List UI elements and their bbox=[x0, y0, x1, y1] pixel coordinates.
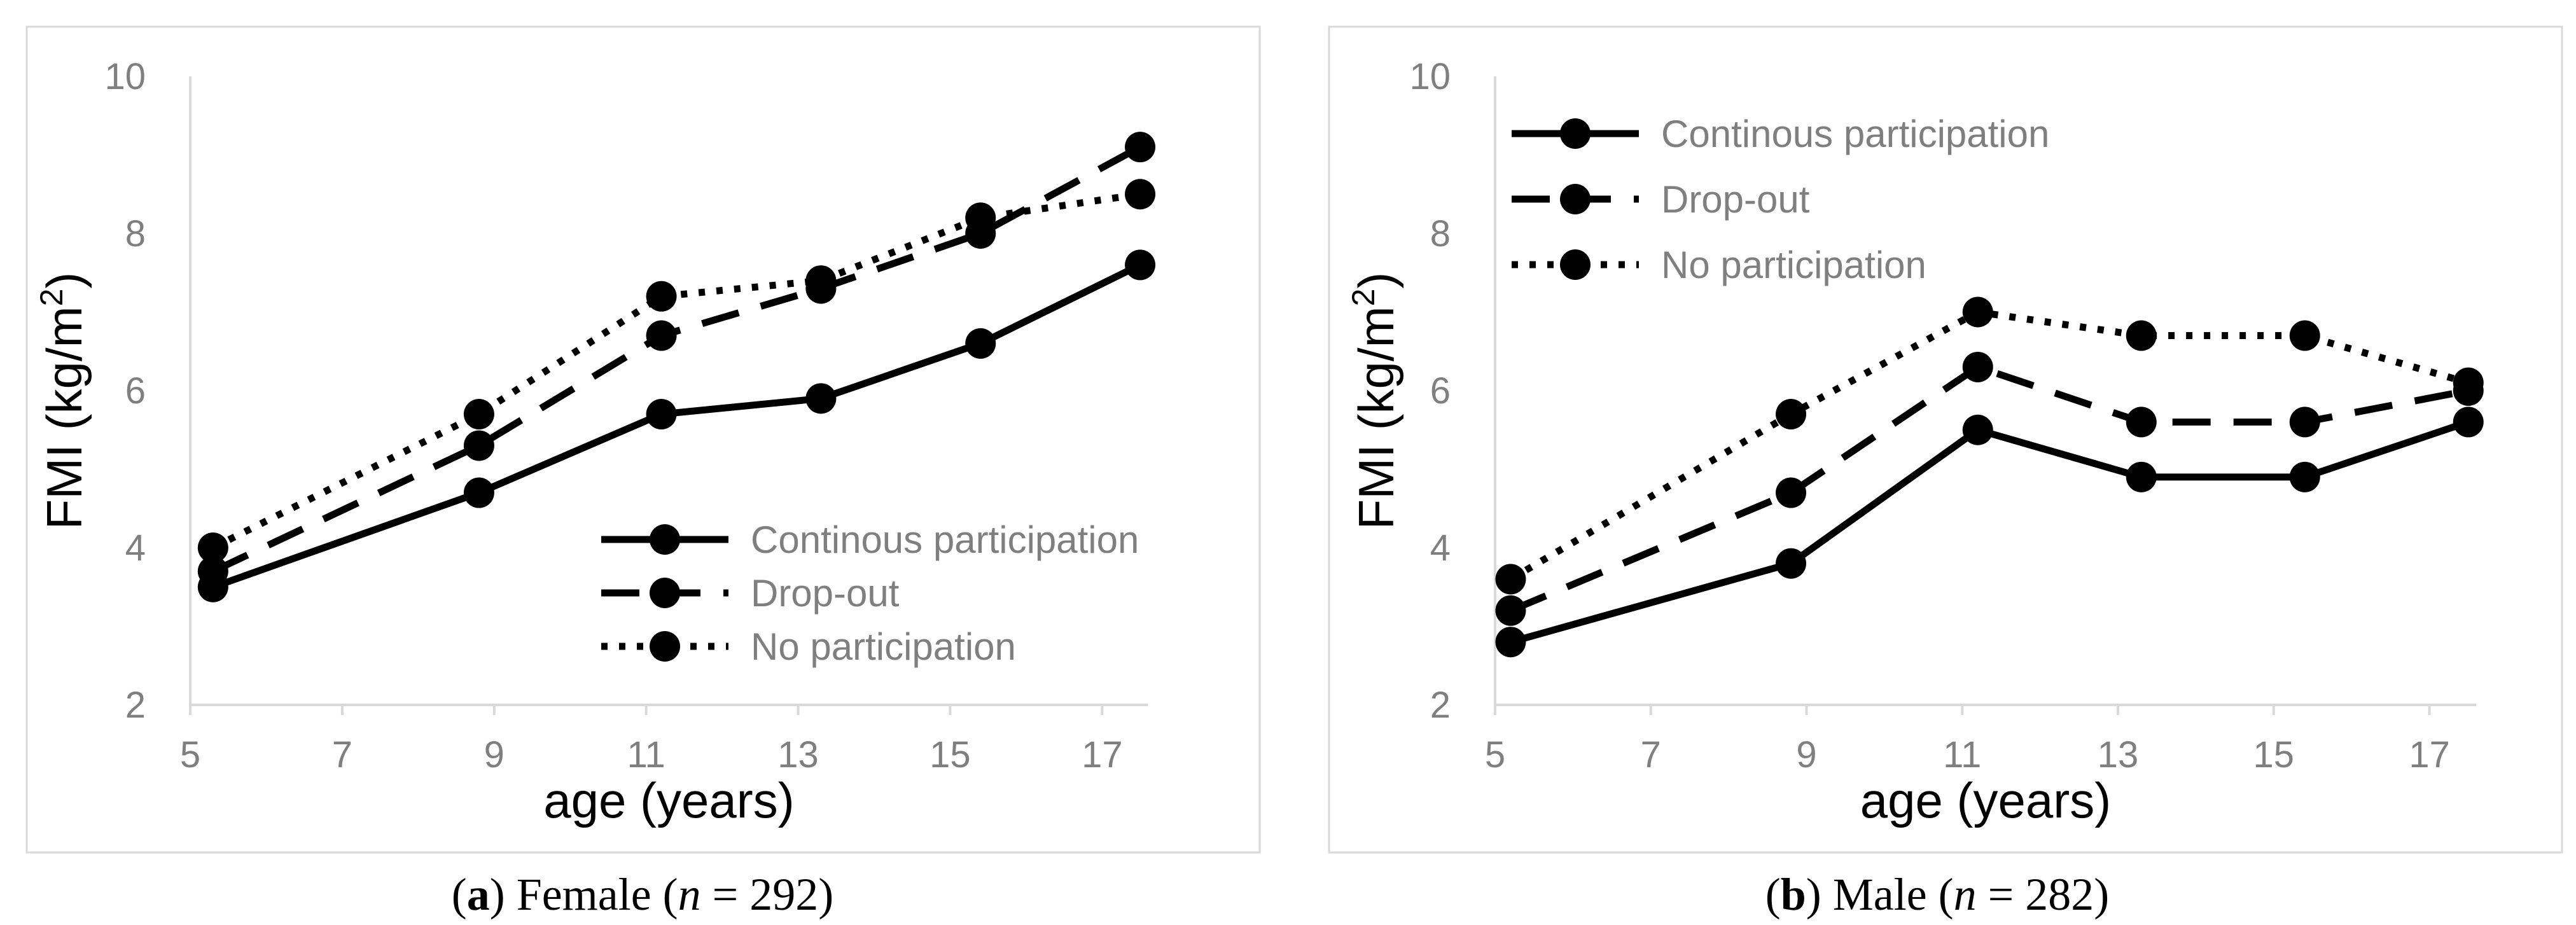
panel-b-point-dashed bbox=[1495, 595, 1526, 626]
panel-b-frame bbox=[1328, 25, 2563, 854]
panel-b-y-tick-label: 4 bbox=[1430, 527, 1451, 569]
panel-b-point-dotted bbox=[2453, 367, 2484, 398]
panel-a-frame bbox=[25, 25, 1261, 854]
panel-b-point-solid bbox=[2126, 461, 2157, 492]
panel-a-x-tick-label: 13 bbox=[777, 734, 819, 775]
panel-b-x-tick-label: 15 bbox=[2253, 734, 2295, 775]
panel-b-x-tick-label: 11 bbox=[1943, 734, 1981, 775]
panel-a-x-tick-label: 9 bbox=[484, 734, 505, 775]
panel-b-point-dotted bbox=[2126, 320, 2157, 351]
panel-b-x-tick-label: 13 bbox=[2098, 734, 2139, 775]
panel-a-line-dashed bbox=[211, 144, 1142, 575]
panel-a-point-dotted bbox=[805, 265, 837, 296]
panel-b-point-dashed bbox=[1776, 477, 1807, 508]
panel-a-legend-label: No participation bbox=[751, 625, 1016, 668]
panel-b-legend: Continous participation Drop-out No partic… bbox=[1512, 113, 2049, 286]
panel-b-line-solid bbox=[1509, 419, 2470, 646]
panel-b-y-tick-label: 10 bbox=[1409, 56, 1451, 97]
panel-b-series-dashed bbox=[1495, 351, 2484, 626]
panel-a-point-dotted bbox=[646, 281, 677, 312]
panel-b-y-tick-label: 6 bbox=[1430, 370, 1451, 412]
panel-a-legend-label: Drop-out bbox=[751, 572, 900, 615]
panel-a-point-dashed bbox=[1125, 132, 1156, 163]
panel-a-x-tick-label: 11 bbox=[627, 734, 665, 775]
panel-b-x-tick-label: 17 bbox=[2409, 734, 2450, 775]
panel-a-x-tick-label: 15 bbox=[929, 734, 971, 775]
panel-b-legend-marker-dashed bbox=[1560, 184, 1591, 214]
panel-b-y-tick-label: 8 bbox=[1430, 213, 1451, 254]
panel-b-point-dashed bbox=[2289, 407, 2320, 438]
panel-a-legend: Continous participation Drop-out No partic… bbox=[601, 518, 1139, 668]
panel-b-caption: (b) Male (n = 282) bbox=[1765, 869, 2110, 920]
panel-a-y-tick-label: 4 bbox=[125, 527, 146, 569]
panel-b-point-dotted bbox=[1495, 564, 1526, 595]
panel-b-legend-label: Drop-out bbox=[1661, 178, 1810, 221]
panel-a-y-tick-label: 10 bbox=[104, 56, 146, 97]
panel-b-y-tick-label: 2 bbox=[1430, 685, 1451, 726]
panel-b: 5 7 9 11 13 15 17 2 4 6 8 10 age (years) FMI (kg/m2) C… bbox=[1328, 25, 2563, 920]
panel-b-point-solid bbox=[1776, 548, 1807, 579]
panel-b-point-dotted bbox=[1776, 399, 1807, 430]
panel-a-line-dotted bbox=[211, 190, 1141, 551]
panel-b-x-axis-title: age (years) bbox=[1860, 772, 2112, 828]
panel-a-y-tick-label: 8 bbox=[125, 213, 146, 254]
panel-a: 5 7 9 11 13 15 17 2 4 6 8 10 age (years) FMI (kg/m2) C… bbox=[25, 25, 1261, 920]
panel-b-point-dotted bbox=[2289, 320, 2320, 351]
panel-a-y-tick-label: 6 bbox=[125, 370, 146, 412]
panel-b-legend-label: No participation bbox=[1661, 244, 1926, 286]
panel-a-point-dotted bbox=[1125, 179, 1156, 210]
panel-a-legend-marker-solid bbox=[650, 524, 680, 555]
panel-a-y-tick-label: 2 bbox=[125, 685, 146, 726]
panel-b-legend-marker-solid bbox=[1560, 118, 1591, 149]
panel-b-series-dotted bbox=[1495, 296, 2484, 595]
panel-a-x-axis-title: age (years) bbox=[543, 772, 795, 828]
panel-a-point-dashed bbox=[463, 430, 494, 461]
panel-a-x-tick-label: 7 bbox=[332, 734, 352, 775]
panel-a-point-dashed bbox=[646, 320, 677, 351]
panel-b-point-solid bbox=[1495, 627, 1526, 658]
panel-b-line-dashed bbox=[1509, 363, 2469, 614]
panel-a-point-dotted bbox=[965, 202, 996, 233]
panel-a-point-dotted bbox=[463, 399, 494, 430]
panel-a-legend-marker-dashed bbox=[650, 578, 680, 608]
panel-a-legend-label: Continous participation bbox=[751, 518, 1139, 561]
panel-b-legend-marker-dotted bbox=[1560, 249, 1591, 280]
panel-b-x-tick-label: 7 bbox=[1641, 734, 1661, 775]
panel-a-legend-marker-dotted bbox=[650, 631, 680, 662]
panel-b-point-solid bbox=[1962, 414, 1993, 445]
panel-a-point-solid bbox=[805, 383, 837, 414]
panel-a-series-solid bbox=[197, 249, 1156, 602]
panel-a-series-dotted bbox=[197, 179, 1156, 563]
panel-a-caption: (a) Female (n = 292) bbox=[452, 869, 833, 920]
panel-a-point-solid bbox=[965, 328, 996, 359]
panel-b-series-solid bbox=[1495, 407, 2484, 658]
panel-b-point-dotted bbox=[1962, 296, 1993, 328]
panel-a-point-solid bbox=[1125, 249, 1156, 281]
panel-b-x-tick-label: 5 bbox=[1485, 734, 1505, 775]
panel-a-y-axis-title: FMI (kg/m2) bbox=[34, 272, 92, 530]
panel-b-point-solid bbox=[2453, 407, 2484, 438]
panel-b-line-dotted bbox=[1508, 309, 2470, 583]
panel-b-y-axis-title: FMI (kg/m2) bbox=[1346, 272, 1404, 530]
panel-a-point-solid bbox=[646, 399, 677, 430]
panel-b-x-tick-label: 9 bbox=[1796, 734, 1816, 775]
panel-b-point-dashed bbox=[1962, 351, 1993, 382]
panel-a-point-dotted bbox=[197, 532, 228, 563]
panel-a-point-dashed bbox=[197, 556, 228, 587]
panel-b-legend-label: Continous participation bbox=[1661, 113, 2049, 155]
panel-a-line-solid bbox=[211, 261, 1142, 590]
panel-b-point-dashed bbox=[2126, 407, 2157, 438]
panel-a-x-tick-label: 17 bbox=[1082, 734, 1123, 775]
panel-a-point-solid bbox=[463, 477, 494, 508]
panel-b-point-solid bbox=[2289, 461, 2320, 492]
panel-a-x-tick-label: 5 bbox=[180, 734, 200, 775]
